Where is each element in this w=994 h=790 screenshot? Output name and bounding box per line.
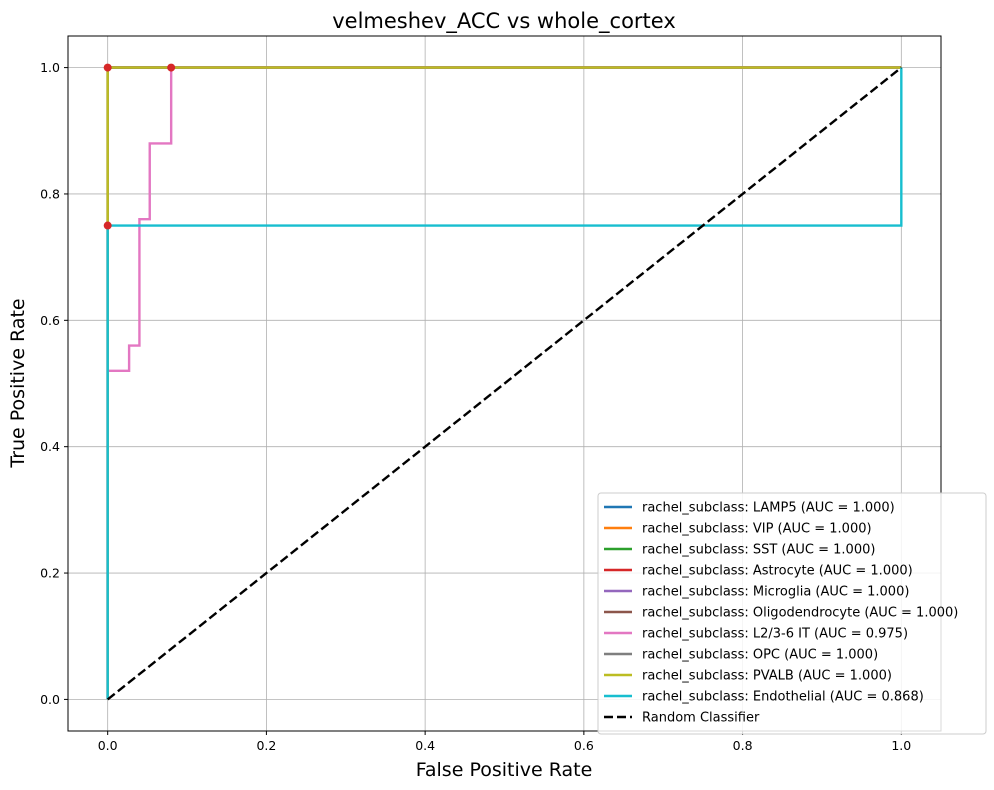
x-tick-label: 0.2: [256, 738, 276, 753]
plot-frame: [67, 35, 942, 732]
y-axis-title: True Positive Rate: [7, 298, 29, 468]
legend-label: rachel_subclass: VIP (AUC = 1.000): [642, 522, 872, 537]
y-tick-label: 0.4: [40, 439, 60, 454]
legend-label: Random Classifier: [642, 711, 760, 726]
legend-label: rachel_subclass: Microglia (AUC = 1.000): [642, 585, 909, 600]
x-tick-label: 0.0: [98, 738, 118, 753]
x-tick-label: 0.6: [574, 738, 594, 753]
legend-label: rachel_subclass: Endothelial (AUC = 0.86…: [642, 690, 924, 705]
roc-point-marker: [103, 63, 112, 72]
legend-label: rachel_subclass: SST (AUC = 1.000): [642, 543, 875, 558]
y-tick-label: 0.2: [40, 566, 60, 581]
y-tick-label: 0.8: [40, 186, 60, 201]
legend-label: rachel_subclass: OPC (AUC = 1.000): [642, 648, 878, 663]
y-tick-label: 0.6: [40, 313, 60, 328]
x-tick-label: 1.0: [891, 738, 911, 753]
axis-ticks: 0.0 0.2 0.4 0.6 0.8 1.0 0.0 0.2 0.4 0.6 0.8 1.0: [40, 60, 911, 753]
roc-point-marker: [167, 63, 176, 72]
grid-lines: [68, 36, 941, 731]
roc-point-marker: [103, 221, 112, 230]
marker-group: [103, 63, 176, 230]
series-line: [106, 66, 903, 701]
legend-label: rachel_subclass: L2/3-6 IT (AUC = 0.975): [642, 627, 908, 642]
y-tick-label: 0.0: [40, 692, 60, 707]
legend-label: rachel_subclass: Astrocyte (AUC = 1.000): [642, 564, 913, 579]
series-line: [106, 67, 903, 700]
legend-label: rachel_subclass: PVALB (AUC = 1.000): [642, 669, 892, 684]
series-line: [106, 66, 902, 700]
chart-title: velmeshev_ACC vs whole_cortex: [332, 9, 676, 34]
x-tick-label: 0.8: [733, 738, 753, 753]
legend-label: rachel_subclass: LAMP5 (AUC = 1.000): [642, 501, 895, 516]
legend-box: [597, 492, 987, 735]
legend: rachel_subclass: LAMP5 (AUC = 1.000) rach…: [597, 492, 987, 735]
legend-label: rachel_subclass: Oligodendrocyte (AUC = …: [642, 606, 958, 621]
x-axis-title: False Positive Rate: [416, 759, 593, 781]
x-tick-label: 0.4: [415, 738, 435, 753]
y-tick-label: 1.0: [40, 60, 60, 75]
